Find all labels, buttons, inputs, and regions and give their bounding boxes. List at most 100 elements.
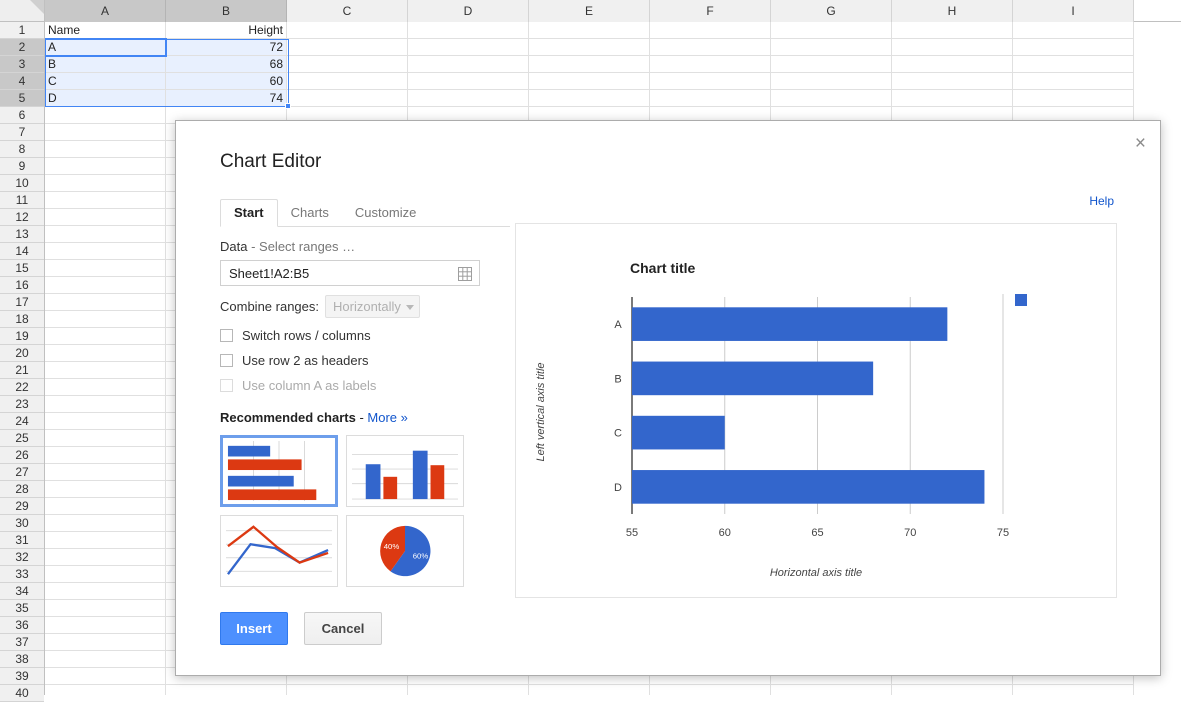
cell-B5[interactable]: 74 (166, 90, 287, 107)
help-link[interactable]: Help (1089, 194, 1114, 208)
line-chart-thumbnail[interactable] (220, 515, 338, 587)
cell-A32[interactable] (45, 549, 166, 566)
cell-A12[interactable] (45, 209, 166, 226)
checkbox-use-row-2-as-headers[interactable]: Use row 2 as headers (220, 353, 495, 368)
row-header-7[interactable]: 7 (0, 124, 44, 141)
tab-start[interactable]: Start (220, 199, 278, 227)
row-header-23[interactable]: 23 (0, 396, 44, 413)
cell-A28[interactable] (45, 481, 166, 498)
column-header-d[interactable]: D (408, 0, 529, 22)
checkbox-switch-rows-columns[interactable]: Switch rows / columns (220, 328, 495, 343)
row-header-16[interactable]: 16 (0, 277, 44, 294)
cell-A22[interactable] (45, 379, 166, 396)
row-header-10[interactable]: 10 (0, 175, 44, 192)
cell-D3[interactable] (408, 56, 529, 73)
cell-F3[interactable] (650, 56, 771, 73)
row-header-26[interactable]: 26 (0, 447, 44, 464)
cell-A3[interactable]: B (45, 56, 166, 73)
row-header-9[interactable]: 9 (0, 158, 44, 175)
row-header-11[interactable]: 11 (0, 192, 44, 209)
row-header-24[interactable]: 24 (0, 413, 44, 430)
column-header-c[interactable]: C (287, 0, 408, 22)
select-all-corner[interactable] (0, 0, 45, 22)
cell-I1[interactable] (1013, 22, 1134, 39)
row-header-39[interactable]: 39 (0, 668, 44, 685)
cell-F2[interactable] (650, 39, 771, 56)
cell-A19[interactable] (45, 328, 166, 345)
cell-A25[interactable] (45, 430, 166, 447)
cell-C1[interactable] (287, 22, 408, 39)
row-header-29[interactable]: 29 (0, 498, 44, 515)
cell-A36[interactable] (45, 617, 166, 634)
cell-A40[interactable] (45, 685, 166, 695)
cell-B1[interactable]: Height (166, 22, 287, 39)
cell-A15[interactable] (45, 260, 166, 277)
cell-G2[interactable] (771, 39, 892, 56)
cell-G1[interactable] (771, 22, 892, 39)
cell-A31[interactable] (45, 532, 166, 549)
column-chart-thumbnail[interactable] (346, 435, 464, 507)
row-header-6[interactable]: 6 (0, 107, 44, 124)
cell-A10[interactable] (45, 175, 166, 192)
cell-B2[interactable]: 72 (166, 39, 287, 56)
row-header-12[interactable]: 12 (0, 209, 44, 226)
cell-H40[interactable] (892, 685, 1013, 695)
cell-A34[interactable] (45, 583, 166, 600)
cell-G3[interactable] (771, 56, 892, 73)
cell-A20[interactable] (45, 345, 166, 362)
cell-A24[interactable] (45, 413, 166, 430)
combine-ranges-select[interactable]: Horizontally (325, 295, 420, 318)
row-header-28[interactable]: 28 (0, 481, 44, 498)
cell-A14[interactable] (45, 243, 166, 260)
row-header-33[interactable]: 33 (0, 566, 44, 583)
row-header-13[interactable]: 13 (0, 226, 44, 243)
tab-charts[interactable]: Charts (278, 200, 342, 226)
cell-A9[interactable] (45, 158, 166, 175)
cancel-button[interactable]: Cancel (304, 612, 382, 645)
cell-G40[interactable] (771, 685, 892, 695)
column-header-b[interactable]: B (166, 0, 287, 22)
cell-B40[interactable] (166, 685, 287, 695)
row-header-22[interactable]: 22 (0, 379, 44, 396)
row-header-27[interactable]: 27 (0, 464, 44, 481)
pie-chart-thumbnail[interactable]: 60% 40% (346, 515, 464, 587)
column-header-g[interactable]: G (771, 0, 892, 22)
cell-A30[interactable] (45, 515, 166, 532)
more-charts-link[interactable]: More » (367, 410, 407, 425)
cell-G4[interactable] (771, 73, 892, 90)
row-header-14[interactable]: 14 (0, 243, 44, 260)
column-header-i[interactable]: I (1013, 0, 1134, 22)
cell-A1[interactable]: Name (45, 22, 166, 39)
row-header-31[interactable]: 31 (0, 532, 44, 549)
column-header-a[interactable]: A (45, 0, 166, 22)
cell-A26[interactable] (45, 447, 166, 464)
row-header-20[interactable]: 20 (0, 345, 44, 362)
bar-chart-thumbnail[interactable] (220, 435, 338, 507)
cell-E3[interactable] (529, 56, 650, 73)
row-header-38[interactable]: 38 (0, 651, 44, 668)
cell-D4[interactable] (408, 73, 529, 90)
row-header-25[interactable]: 25 (0, 430, 44, 447)
cell-H5[interactable] (892, 90, 1013, 107)
row-header-34[interactable]: 34 (0, 583, 44, 600)
cell-A21[interactable] (45, 362, 166, 379)
cell-C4[interactable] (287, 73, 408, 90)
row-header-17[interactable]: 17 (0, 294, 44, 311)
row-header-35[interactable]: 35 (0, 600, 44, 617)
row-header-40[interactable]: 40 (0, 685, 44, 702)
cell-E5[interactable] (529, 90, 650, 107)
cell-F1[interactable] (650, 22, 771, 39)
row-header-37[interactable]: 37 (0, 634, 44, 651)
cell-A23[interactable] (45, 396, 166, 413)
cell-A37[interactable] (45, 634, 166, 651)
row-header-21[interactable]: 21 (0, 362, 44, 379)
cell-A16[interactable] (45, 277, 166, 294)
data-range-input[interactable]: Sheet1!A2:B5 (220, 260, 480, 286)
cell-I2[interactable] (1013, 39, 1134, 56)
column-header-h[interactable]: H (892, 0, 1013, 22)
cell-D40[interactable] (408, 685, 529, 695)
row-header-15[interactable]: 15 (0, 260, 44, 277)
tab-customize[interactable]: Customize (342, 200, 429, 226)
cell-I3[interactable] (1013, 56, 1134, 73)
cell-E40[interactable] (529, 685, 650, 695)
